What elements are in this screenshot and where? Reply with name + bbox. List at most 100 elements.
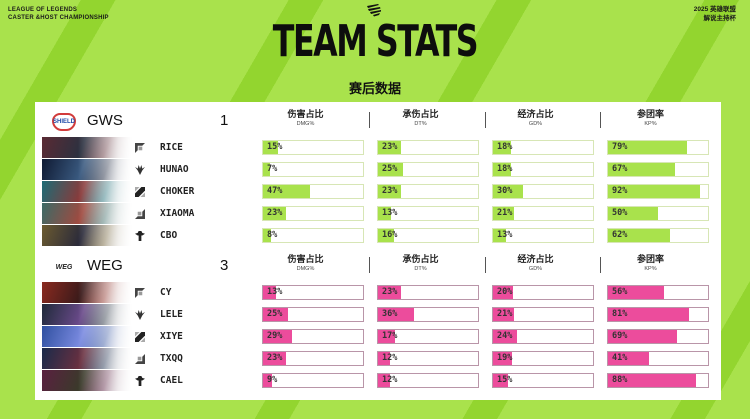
player-row: TXQQ 23% 12% 19% 41% <box>35 348 721 370</box>
column-header-en: KP% <box>644 266 657 272</box>
event-label: LEAGUE OF LEGENDS CASTER &HOST CHAMPIONS… <box>8 6 109 22</box>
stat-bar-dt: 36% <box>377 307 479 322</box>
stat-value: 88% <box>612 375 628 385</box>
team-logo-shield: SHIELD <box>52 113 76 131</box>
stat-bar-fill <box>608 352 649 365</box>
column-header-cn: 参团率 <box>636 109 664 119</box>
stat-bar-fill <box>378 163 403 176</box>
stat-bar-dmg: 9% <box>262 373 364 388</box>
column-header-en: KP% <box>644 121 657 127</box>
champion-portrait <box>42 348 132 369</box>
stat-value: 69% <box>612 331 628 341</box>
stat-bar-dmg: 8% <box>262 228 364 243</box>
stat-bar-dt: 16% <box>377 228 479 243</box>
champion-portrait <box>42 282 132 303</box>
stat-value: 13% <box>267 287 283 297</box>
stat-bar-fill <box>493 308 514 321</box>
stat-bar-dmg: 23% <box>262 351 364 366</box>
stat-bar-fill <box>493 163 511 176</box>
player-name: LELE <box>160 309 183 320</box>
stat-bar-kp: 62% <box>607 228 709 243</box>
stat-value: 25% <box>382 164 398 174</box>
champion-portrait <box>42 225 132 246</box>
stat-bar-kp: 92% <box>607 184 709 199</box>
team-score: 1 <box>220 112 229 129</box>
stat-bar-dmg: 29% <box>262 329 364 344</box>
column-header-dt: 承伤占比 DT% <box>363 253 478 273</box>
event-label-line1: LEAGUE OF LEGENDS <box>8 7 78 13</box>
stat-bar-fill <box>493 352 512 365</box>
stat-bar-fill <box>378 185 401 198</box>
stat-bar-fill <box>263 207 286 220</box>
stat-bar-gd: 20% <box>492 285 594 300</box>
stat-value: 18% <box>497 142 513 152</box>
stat-bar-fill <box>493 286 513 299</box>
stat-value: 13% <box>497 230 513 240</box>
stat-bar-fill <box>608 374 696 387</box>
jungle-icon <box>134 164 145 175</box>
stat-value: 23% <box>382 287 398 297</box>
stat-value: 16% <box>382 230 398 240</box>
stat-bar-kp: 81% <box>607 307 709 322</box>
stat-value: 8% <box>267 230 278 240</box>
stat-value: 21% <box>497 208 513 218</box>
stat-bar-fill <box>608 207 658 220</box>
stat-bar-fill <box>263 163 270 176</box>
stat-bar-dt: 12% <box>377 351 479 366</box>
stat-value: 7% <box>267 164 278 174</box>
mid-lane-icon <box>134 186 145 197</box>
stat-bar-fill <box>608 330 677 343</box>
column-header-kp: 参团率 KP% <box>593 253 708 273</box>
champion-portrait <box>42 159 132 180</box>
bot-lane-icon <box>134 353 145 364</box>
stat-bar-fill <box>378 286 401 299</box>
player-name: CBO <box>160 230 178 241</box>
claw-marks-icon <box>367 4 381 17</box>
team-logo-weg: WEG <box>52 258 76 276</box>
player-row: CHOKER 47% 23% 30% 92% <box>35 181 721 203</box>
column-header-cn: 伤害占比 <box>287 254 324 264</box>
column-header-en: DMG% <box>296 266 315 272</box>
stat-value: 25% <box>267 309 283 319</box>
stat-value: 41% <box>612 353 628 363</box>
stat-bar-fill <box>263 286 276 299</box>
player-row: RICE 15% 23% 18% 79% <box>35 137 721 159</box>
stat-bar-fill <box>608 163 675 176</box>
stat-bar-fill <box>378 229 394 242</box>
stat-bar-gd: 24% <box>492 329 594 344</box>
stat-bar-dt: 12% <box>377 373 479 388</box>
stat-bar-fill <box>493 374 508 387</box>
event-label-cn: 2025 英雄联盟 解说主持杯 <box>694 5 736 23</box>
column-header-gd: 经济占比 GD% <box>478 253 593 273</box>
stat-bar-dt: 23% <box>377 285 479 300</box>
stat-bar-fill <box>493 185 523 198</box>
player-name: RICE <box>160 142 183 153</box>
column-header-cn: 参团率 <box>636 254 664 264</box>
stat-bar-gd: 30% <box>492 184 594 199</box>
column-header-en: DT% <box>414 121 427 127</box>
column-header-gd: 经济占比 GD% <box>478 108 593 128</box>
player-name: CY <box>160 287 172 298</box>
support-icon <box>134 375 145 386</box>
player-row: CAEL 9% 12% 15% 88% <box>35 370 721 392</box>
stat-bar-dmg: 15% <box>262 140 364 155</box>
column-header-dmg: 伤害占比 DMG% <box>248 253 363 273</box>
stat-bar-kp: 69% <box>607 329 709 344</box>
column-header-en: GD% <box>528 266 543 272</box>
stat-value: 12% <box>382 375 398 385</box>
player-name: CAEL <box>160 375 183 386</box>
stat-bar-fill <box>493 141 511 154</box>
stat-value: 36% <box>382 309 398 319</box>
stat-bar-fill <box>378 374 390 387</box>
champion-portrait <box>42 370 132 391</box>
stat-bar-fill <box>493 330 517 343</box>
stat-bar-gd: 21% <box>492 307 594 322</box>
column-header-cn: 伤害占比 <box>287 109 324 119</box>
column-divider <box>369 257 370 273</box>
event-label-cn-line1: 2025 英雄联盟 <box>693 6 736 13</box>
stat-value: 30% <box>497 186 513 196</box>
stat-bar-gd: 15% <box>492 373 594 388</box>
stat-bar-dmg: 7% <box>262 162 364 177</box>
stat-bar-fill <box>378 308 414 321</box>
player-name: HUNAO <box>160 164 189 175</box>
